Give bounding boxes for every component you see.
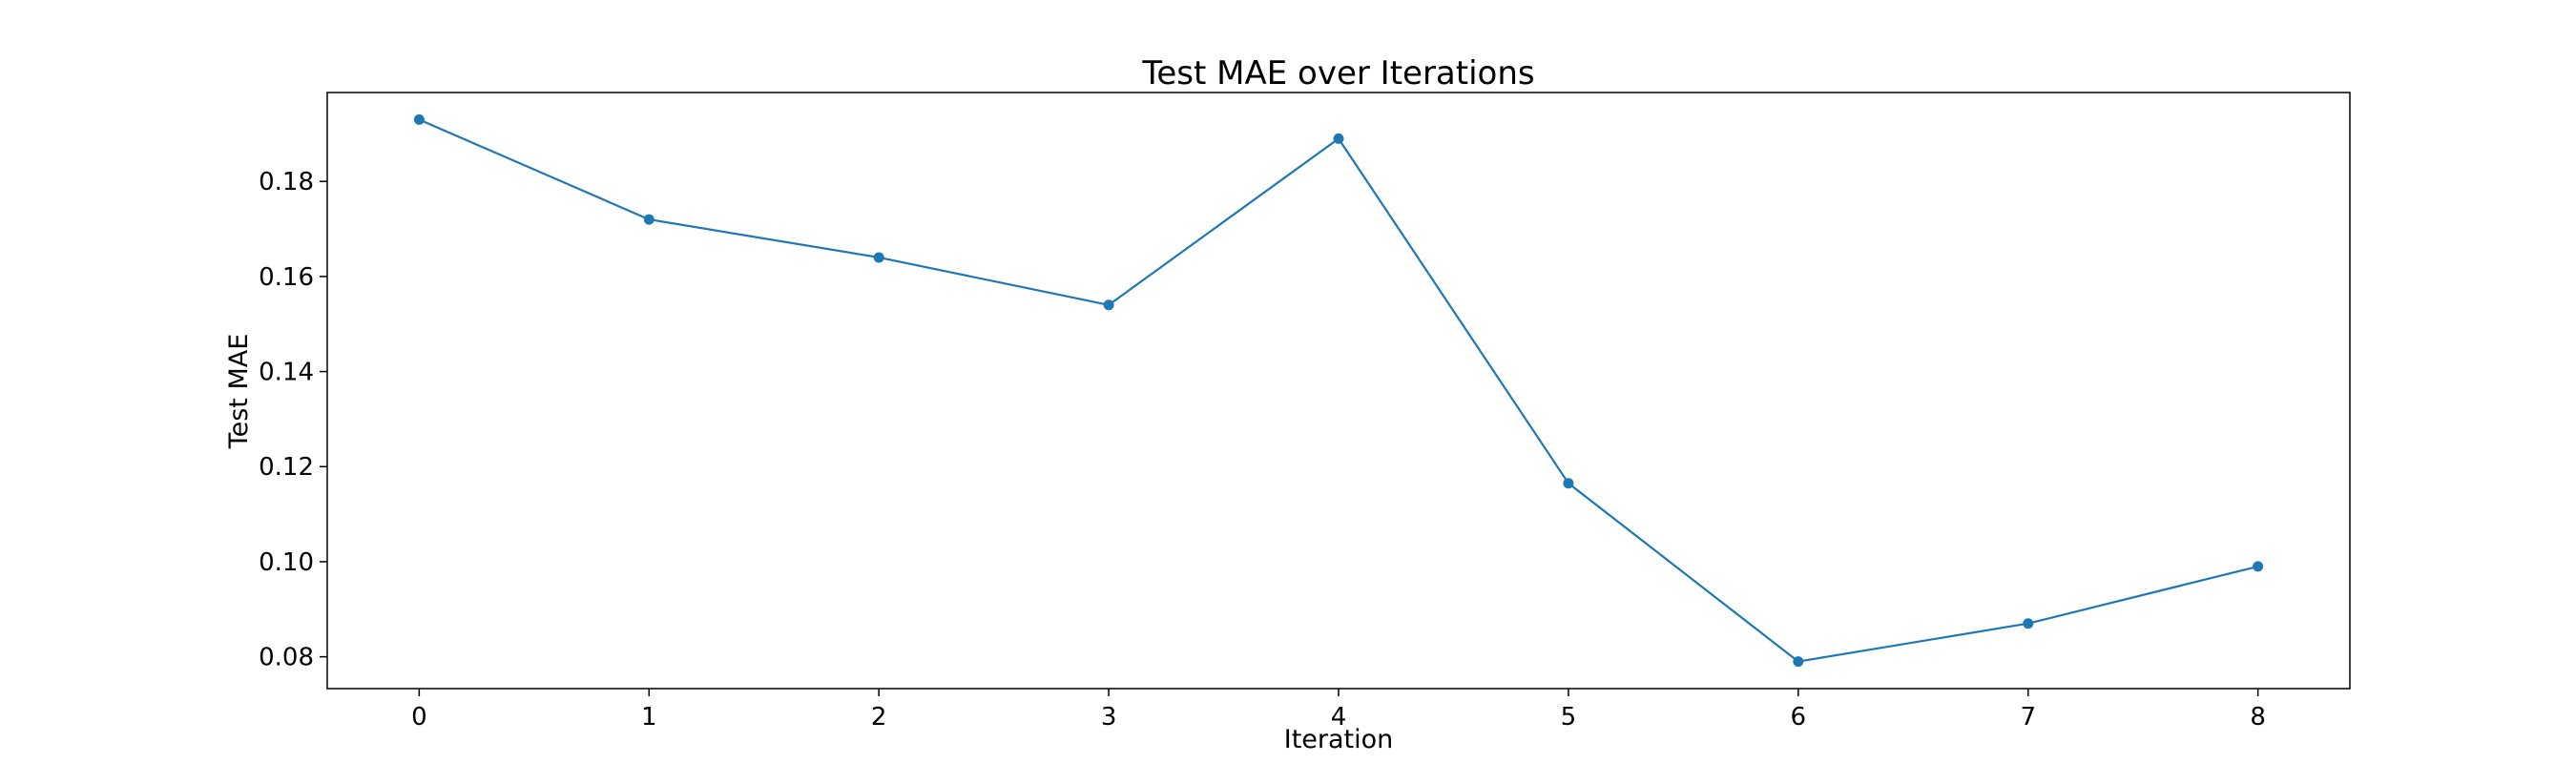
- y-axis-ticks: 0.08 0.10 0.12 0.14 0.16 0.18: [259, 168, 327, 672]
- data-point: [1333, 133, 1344, 144]
- data-point: [2023, 618, 2034, 629]
- data-point: [1103, 299, 1114, 311]
- x-tick-label: 0: [411, 703, 427, 732]
- x-tick-label: 6: [1791, 703, 1807, 732]
- y-axis-label: Test MAE: [224, 334, 254, 450]
- x-axis-label: Iteration: [1284, 725, 1394, 754]
- x-tick-label: 5: [1561, 703, 1577, 732]
- x-tick-label: 1: [641, 703, 657, 732]
- data-point: [1563, 478, 1574, 489]
- y-tick-label: 0.14: [259, 359, 314, 387]
- y-tick-label: 0.12: [259, 453, 314, 482]
- data-point: [643, 214, 654, 225]
- data-point: [1793, 656, 1804, 668]
- x-tick-label: 2: [871, 703, 887, 732]
- data-point: [2253, 561, 2264, 572]
- x-tick-label: 7: [2020, 703, 2036, 732]
- x-tick-label: 3: [1101, 703, 1117, 732]
- y-tick-label: 0.08: [259, 644, 314, 672]
- series-layer: [413, 113, 2264, 668]
- y-tick-label: 0.10: [259, 548, 314, 577]
- data-point: [413, 113, 425, 125]
- axes-frame: [326, 92, 2351, 690]
- y-tick-label: 0.18: [259, 168, 314, 196]
- x-axis-ticks: 0 1 2 3 4 5 6 7 8: [411, 689, 2266, 732]
- y-tick-label: 0.16: [259, 263, 314, 292]
- x-tick-label: 4: [1331, 703, 1347, 732]
- data-point: [873, 252, 884, 263]
- x-tick-label: 8: [2250, 703, 2266, 732]
- chart-title: Test MAE over Iterations: [1141, 54, 1534, 93]
